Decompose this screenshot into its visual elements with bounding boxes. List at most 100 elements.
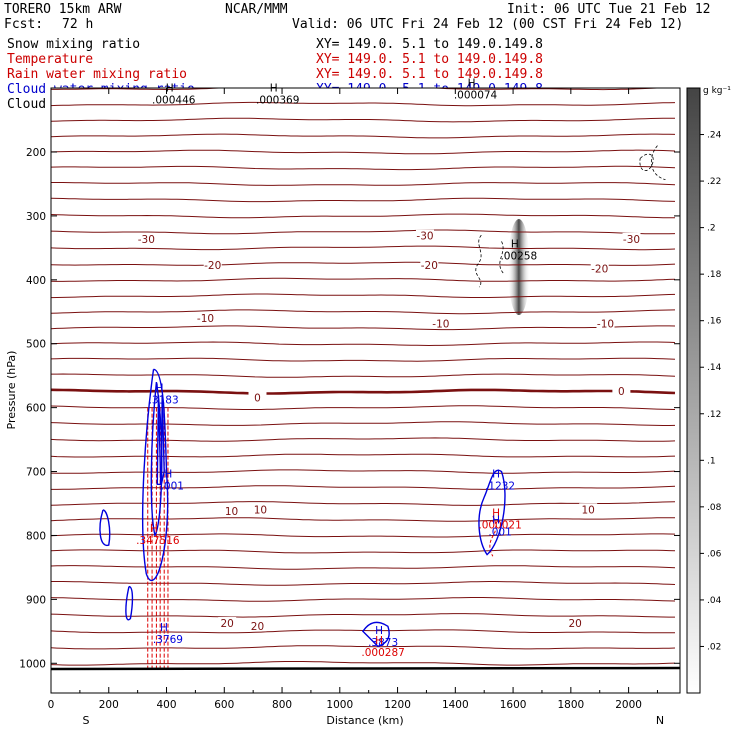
x-tick-label: 800	[272, 699, 292, 711]
cloud-ice-contours	[475, 145, 666, 288]
max-value-label: .001	[161, 481, 184, 493]
temperature-label: -30	[623, 234, 640, 246]
max-value-label: .000021	[478, 520, 521, 532]
temperature-label-bg	[415, 229, 434, 241]
temperature-label: -10	[432, 318, 449, 330]
isotherm-line	[51, 325, 676, 331]
temperature-label-bg	[137, 232, 156, 244]
x-tick-label: 400	[156, 699, 176, 711]
cloud-ice-contour	[639, 153, 654, 171]
isotherm-line	[51, 597, 676, 602]
temperature-contours	[51, 88, 676, 666]
temperature-label: 10	[581, 504, 594, 516]
temperature-label-bg	[251, 503, 270, 515]
colorbar-tick-label: .22	[707, 177, 721, 187]
north-end-label: N	[656, 714, 664, 727]
colorbar-tick-label: .24	[707, 131, 722, 141]
temperature-labels: -30 -30 -30 -20 -20 -20 -10 -10 -10 0 0 10 10 10 20 20 2…	[137, 229, 641, 633]
temperature-label-bg	[612, 385, 631, 397]
x-tick-label: 200	[99, 699, 119, 711]
x-axis: 0 200 400 600 800 1000 1200 1400 1600 1800 2000	[48, 88, 658, 711]
max-value-label: .3769	[153, 634, 183, 646]
colorbar-tick-label: .18	[707, 270, 722, 280]
isotherm-line	[51, 357, 676, 362]
x-tick-label: 1200	[384, 699, 411, 711]
valid-time: Valid: 06 UTC Fri 24 Feb 12 (00 CST Fri …	[292, 17, 683, 32]
south-end-label: S	[83, 714, 90, 727]
isotherm-line	[51, 405, 676, 410]
isotherm-line	[51, 277, 676, 282]
temperature-label: -30	[138, 234, 155, 246]
temperature-label-bg	[579, 503, 598, 515]
isotherm-line	[51, 341, 676, 347]
y-tick-label: 600	[26, 403, 46, 415]
colorbar-tick-label: .04	[707, 596, 722, 606]
y-axis-label: Pressure (hPa)	[5, 351, 18, 430]
max-value-label: .347516	[136, 535, 180, 547]
max-value-label: .00258	[500, 251, 537, 263]
temperature-label: -10	[597, 318, 614, 330]
y-tick-label: 300	[26, 211, 46, 223]
colorbar	[686, 87, 701, 694]
x-tick-label: 2000	[615, 699, 642, 711]
x-tick-label: 1600	[500, 699, 527, 711]
colorbar-unit: g kg⁻¹	[703, 86, 731, 96]
cloud-ice-contour	[475, 234, 482, 288]
legend-field-section: XY= 149.0. 5.1 to 149.0.149.8	[316, 52, 543, 67]
temperature-label-bg	[420, 259, 439, 271]
max-marker-h: H	[468, 77, 476, 89]
max-marker-h: H	[375, 625, 383, 637]
isotherm-line	[51, 293, 676, 299]
isotherm-line	[51, 133, 676, 139]
isotherm-line	[51, 469, 676, 474]
max-marker-h: H	[160, 622, 168, 634]
temperature-label: -10	[197, 313, 214, 325]
isotherm-line	[51, 661, 676, 666]
temperature-label: 10	[254, 504, 267, 516]
max-value-label: .3183	[149, 394, 179, 406]
isotherm-line	[51, 165, 676, 171]
max-value-label: .000287	[361, 647, 404, 659]
temperature-label-bg	[596, 317, 615, 329]
cloud-water-contours	[99, 368, 506, 648]
max-marker-h: H	[492, 515, 500, 527]
legend-field-name: Rain water mixing ratio	[7, 67, 187, 82]
snow-shading	[507, 219, 530, 316]
isotherm-line	[51, 101, 676, 107]
y-tick-label: 1000	[19, 658, 46, 670]
isotherm-line	[51, 437, 676, 442]
max-marker-h: H	[492, 469, 500, 481]
plot-frame	[50, 87, 681, 694]
temperature-label-bg	[566, 617, 585, 629]
legend-field-section: XY= 149.0. 5.1 to 149.0.149.8	[316, 37, 543, 52]
isotherm-line	[51, 197, 676, 203]
y-tick-label: 700	[26, 467, 46, 479]
colorbar-tick-label: .12	[707, 410, 721, 420]
colorbar-tick-label: .02	[707, 642, 721, 652]
isotherm-line	[51, 485, 676, 490]
colorbar-tick-label: .06	[707, 549, 722, 559]
cloud-ice-contour	[499, 241, 504, 274]
isotherm-line	[51, 309, 676, 315]
y-tick-label: 500	[26, 339, 46, 351]
isotherm-line	[51, 213, 676, 219]
isotherm-line	[51, 373, 676, 378]
x-axis-label: Distance (km)	[326, 714, 403, 727]
cloud-water-contour	[160, 394, 165, 485]
y-tick-label: 400	[26, 275, 46, 287]
init-time: Init: 06 UTC Tue 21 Feb 12	[507, 2, 711, 17]
max-value-label: .1232	[485, 481, 515, 493]
isotherm-line	[51, 245, 676, 251]
isotherm-line	[51, 261, 676, 266]
colorbar-tick-label: .08	[707, 503, 722, 513]
max-marker-h: H	[150, 523, 158, 535]
temperature-label: 20	[568, 618, 581, 630]
colorbar-tick-label: .16	[707, 317, 722, 327]
cloud-water-contour	[478, 469, 506, 556]
max-marker-h: H	[166, 83, 174, 95]
forecast-label: Fcst:	[4, 17, 43, 32]
temperature-label: -30	[416, 231, 433, 243]
max-value-label: .001	[488, 527, 511, 539]
max-marker-h: H	[511, 239, 519, 251]
